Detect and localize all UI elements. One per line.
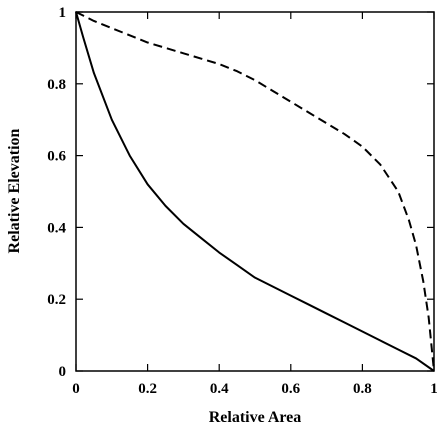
y-axis-label: Relative Elevation: [6, 128, 23, 253]
tick-marks: [75, 11, 435, 372]
y-tick-label-2: 0.4: [47, 220, 66, 236]
y-tick-label-3: 0.6: [47, 149, 66, 165]
x-tick-label-3: 0.6: [281, 381, 300, 397]
x-tick-label-4: 0.8: [353, 381, 372, 397]
tick-labels: 0 0.2 0.4 0.6 0.8 1 0 0.2 0.4 0.6 0.8 1: [47, 5, 438, 397]
series-line-dashed-1: [75, 11, 435, 372]
x-tick-label-1: 0.2: [138, 381, 157, 397]
y-tick-label-0: 0: [59, 364, 67, 380]
series-line-solid-0: [75, 11, 435, 372]
x-tick-label-0: 0: [72, 381, 80, 397]
x-tick-label-2: 0.4: [210, 381, 229, 397]
y-tick-label-4: 0.8: [47, 77, 66, 93]
y-tick-label-1: 0.2: [47, 292, 66, 308]
y-tick-label-5: 1: [59, 5, 67, 21]
plot-frame: [75, 11, 435, 372]
x-tick-label-5: 1: [430, 381, 438, 397]
series-layer: [75, 11, 435, 372]
x-axis-label: Relative Area: [209, 409, 302, 426]
